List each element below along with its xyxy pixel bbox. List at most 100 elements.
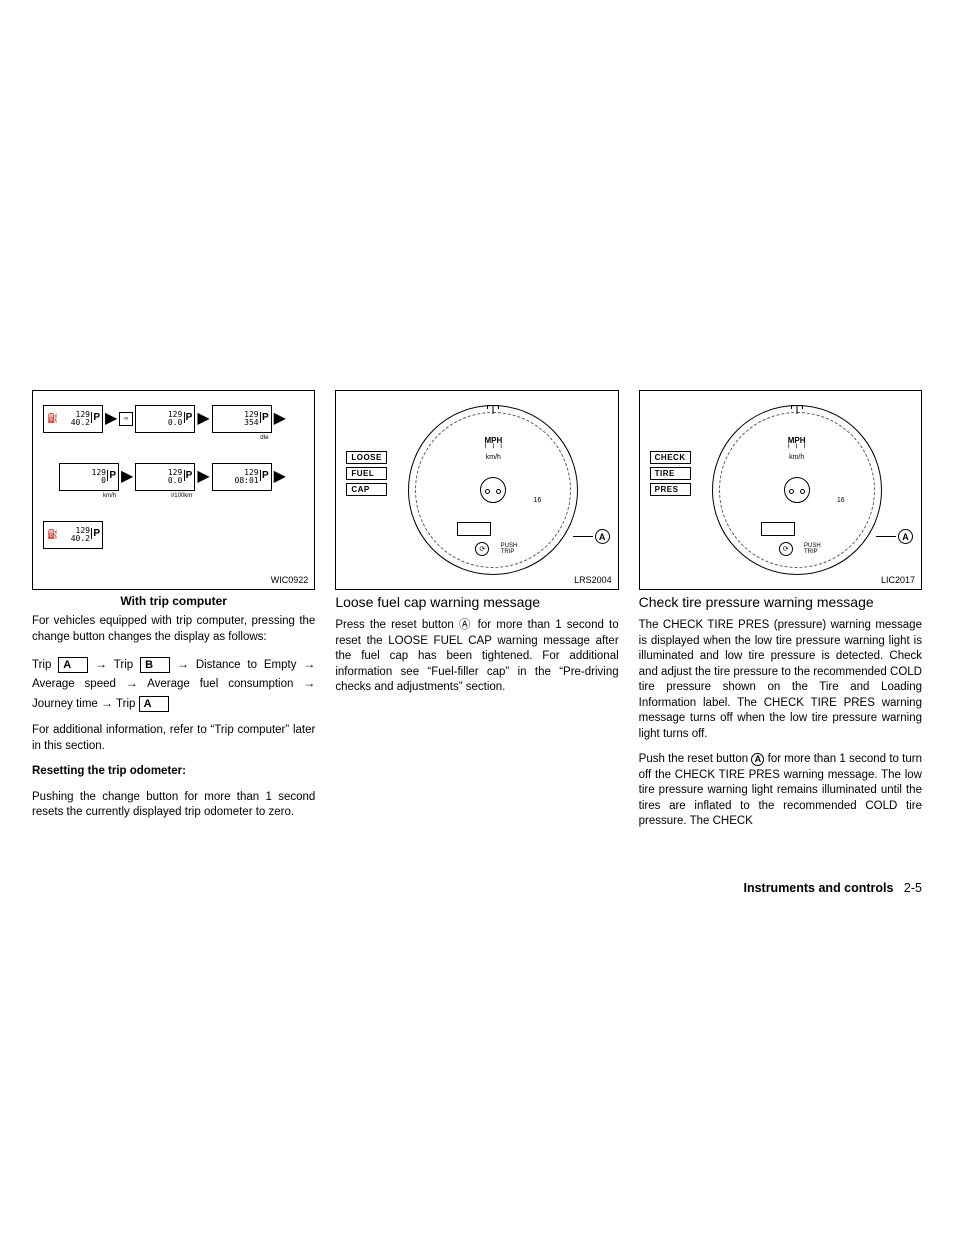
callout-letter: A	[898, 529, 913, 544]
figure-label: LIC2017	[881, 575, 915, 585]
paragraph: For vehicles equipped with trip computer…	[32, 614, 315, 645]
lcd-value: 0	[101, 476, 106, 485]
push-trip-label: PUSH TRIP	[804, 543, 821, 556]
callout-a: A	[876, 529, 913, 544]
footer-page: 2-5	[904, 881, 922, 895]
callout-a: A	[573, 529, 610, 544]
fuel-label: 16	[837, 497, 845, 504]
speedometer-gauge: ╵╵╵ MPH km/h 16 ⟳ PUSH TRIP	[408, 405, 578, 575]
lcd-sublabel: km/h	[103, 493, 116, 499]
warn-box: LOOSE	[346, 451, 387, 464]
seq-text: Journey time	[32, 698, 98, 710]
page-content: ⛽ 129 40.2 P ▶ ∞ 129 0.0 P ▶ 129 354 P d	[32, 390, 922, 830]
lcd-panel: 129 08:01 P	[212, 463, 272, 491]
warn-box: TIRE	[650, 467, 691, 480]
arrow-icon: ▶	[197, 469, 209, 485]
section-heading: Check tire pressure warning message	[639, 594, 922, 610]
p-indicator: P	[260, 412, 269, 423]
lcd-panel: 129 0.0 P	[135, 405, 195, 433]
lcd-sublabel: l/100km	[171, 493, 192, 499]
seq-text: Trip	[114, 659, 133, 671]
arrow-icon: →	[177, 657, 189, 671]
circled-letter: A	[751, 753, 764, 766]
lcd-value: 40.2	[71, 418, 90, 427]
paragraph: Pushing the change button for more than …	[32, 790, 315, 821]
subheading-center: With trip computer	[32, 594, 315, 608]
seq-text: Trip	[116, 698, 135, 710]
paragraph: For additional information, refer to “Tr…	[32, 723, 315, 754]
text-run: Push the reset button	[639, 753, 752, 765]
figure-label: LRS2004	[574, 575, 612, 585]
p-indicator: P	[184, 412, 193, 423]
box-letter-a: A	[139, 696, 169, 712]
callout-letter: A	[595, 529, 610, 544]
warn-box: CHECK	[650, 451, 691, 464]
figure-trip-computer: ⛽ 129 40.2 P ▶ ∞ 129 0.0 P ▶ 129 354 P d	[32, 390, 315, 590]
push-trip-label: PUSH TRIP	[501, 543, 518, 556]
arrow-icon: →	[95, 657, 107, 671]
lcd-panel: 129 0.0 P l/100km	[135, 463, 195, 491]
column-2: LOOSE FUEL CAP ╵╵╵ MPH km/h 16	[335, 390, 618, 830]
column-1: ⛽ 129 40.2 P ▶ ∞ 129 0.0 P ▶ 129 354 P d	[32, 390, 315, 830]
arrow-icon: →	[303, 676, 315, 690]
paragraph: Push the reset button A for more than 1 …	[639, 752, 922, 830]
lcd-value: 40.2	[71, 534, 90, 543]
p-indicator: P	[91, 412, 100, 423]
box-letter-b: B	[140, 657, 170, 673]
seq-text: Average speed	[32, 678, 116, 690]
figure-check-tire-pres: CHECK TIRE PRES ╵╵╵ MPH km/h 16	[639, 390, 922, 590]
box-letter-a: A	[58, 657, 88, 673]
p-indicator: P	[184, 470, 193, 481]
arrow-icon: →	[126, 676, 138, 690]
speedometer-gauge: ╵╵╵ MPH km/h 16 ⟳ PUSH TRIP	[712, 405, 882, 575]
arrow-icon: ▶	[197, 411, 209, 427]
arrow-icon: ▶	[121, 469, 133, 485]
arrow-icon: ▶	[274, 469, 286, 485]
warning-labels: LOOSE FUEL CAP	[346, 451, 387, 496]
gauge-unit-kmh: km/h	[713, 454, 881, 461]
lcd-panel: 129 0 P km/h	[59, 463, 119, 491]
warn-box: CAP	[346, 483, 387, 496]
seq-text: Distance to Empty	[196, 659, 297, 671]
gauge-hub	[784, 477, 810, 503]
footer-section: Instruments and controls	[743, 881, 893, 895]
column-3: CHECK TIRE PRES ╵╵╵ MPH km/h 16	[639, 390, 922, 830]
trip-sequence: Trip A → Trip B → Distance to Empty → Av…	[32, 655, 315, 713]
figure-loose-fuel-cap: LOOSE FUEL CAP ╵╵╵ MPH km/h 16	[335, 390, 618, 590]
gauge-unit-kmh: km/h	[409, 454, 577, 461]
lcd-sublabel: dte	[260, 435, 268, 441]
p-indicator: P	[260, 470, 269, 481]
push-trip-button-icon: ⟳	[779, 542, 793, 556]
odometer-box	[761, 522, 795, 536]
fuel-icon: ⛽	[47, 529, 58, 540]
lcd-panel: 129 354 P dte	[212, 405, 272, 433]
fuel-icon: ⛽	[47, 413, 58, 424]
page-footer: Instruments and controls 2-5	[743, 881, 922, 895]
lcd-value: 08:01	[235, 476, 259, 485]
lcd-panel: ⛽ 129 40.2 P	[43, 521, 103, 549]
fuel-label: 16	[534, 497, 542, 504]
warning-labels: CHECK TIRE PRES	[650, 451, 691, 496]
paragraph: The CHECK TIRE PRES (pressure) warning m…	[639, 618, 922, 742]
odometer-box	[457, 522, 491, 536]
seq-text: Trip	[32, 659, 51, 671]
paragraph: Press the reset button Ⓐ for more than 1…	[335, 618, 618, 696]
lcd-value: 0.0	[168, 418, 182, 427]
gauge-unit-mph: MPH	[713, 436, 881, 445]
seq-text: Average fuel consumption	[147, 678, 293, 690]
p-indicator: P	[107, 470, 116, 481]
lcd-value: 354	[244, 418, 258, 427]
arrow-icon: →	[303, 657, 315, 671]
warn-box: FUEL	[346, 467, 387, 480]
gauge-unit-mph: MPH	[409, 436, 577, 445]
mode-icon: ∞	[119, 412, 133, 426]
lcd-panel: ⛽ 129 40.2 P	[43, 405, 103, 433]
p-indicator: P	[91, 528, 100, 539]
figure-label: WIC0922	[271, 575, 309, 585]
subheading-bold: Resetting the trip odometer:	[32, 764, 315, 780]
section-heading: Loose fuel cap warning message	[335, 594, 618, 610]
arrow-icon: ▶	[274, 411, 286, 427]
arrow-icon: →	[101, 696, 113, 710]
warn-box: PRES	[650, 483, 691, 496]
lcd-value: 0.0	[168, 476, 182, 485]
